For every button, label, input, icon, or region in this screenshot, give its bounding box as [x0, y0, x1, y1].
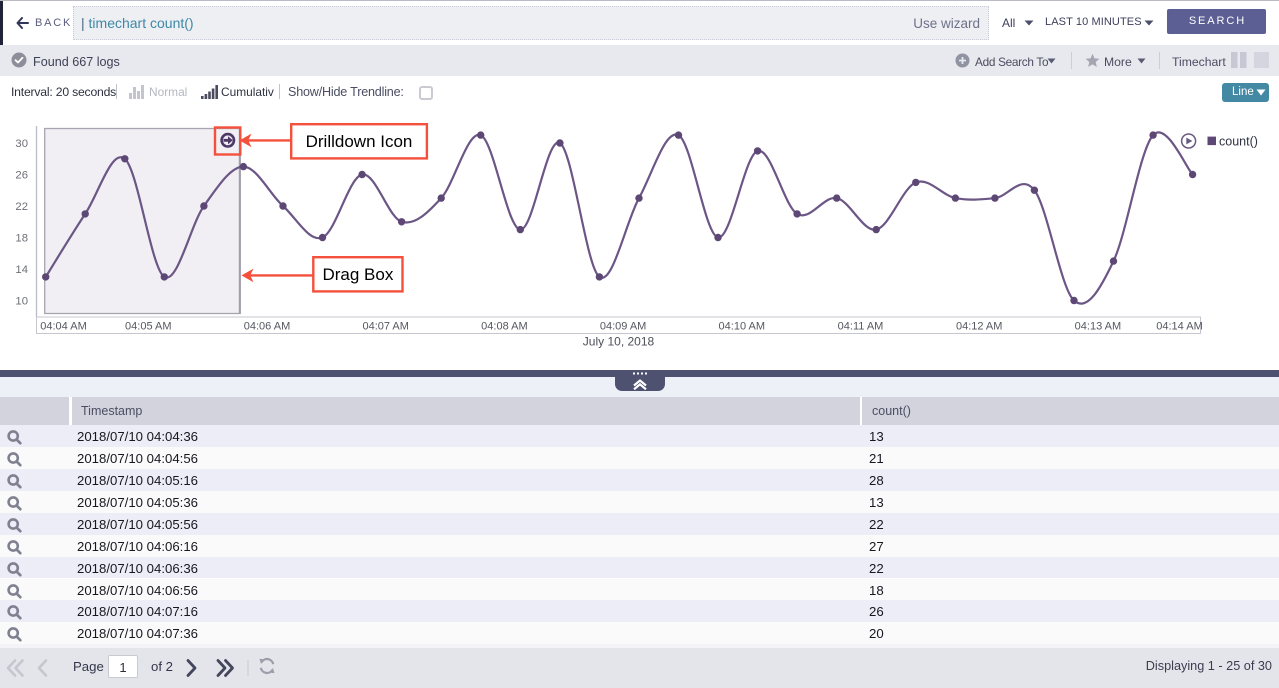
svg-text:18: 18: [15, 233, 28, 245]
svg-text:04:04 AM: 04:04 AM: [40, 321, 86, 333]
svg-text:04:13 AM: 04:13 AM: [1075, 321, 1121, 333]
svg-text:04:05 AM: 04:05 AM: [125, 321, 171, 333]
svg-text:14: 14: [15, 264, 28, 276]
svg-text:count(): count(): [1219, 135, 1258, 149]
svg-text:04:07 AM: 04:07 AM: [362, 321, 408, 333]
svg-text:04:09 AM: 04:09 AM: [600, 321, 646, 333]
svg-text:04:10 AM: 04:10 AM: [719, 321, 765, 333]
svg-text:04:11 AM: 04:11 AM: [838, 321, 884, 333]
svg-text:10: 10: [15, 296, 28, 308]
svg-text:04:14 AM: 04:14 AM: [1156, 321, 1202, 333]
svg-text:22: 22: [15, 201, 28, 213]
svg-text:04:08 AM: 04:08 AM: [481, 321, 527, 333]
svg-text:Drag Box: Drag Box: [322, 265, 393, 284]
svg-text:30: 30: [15, 138, 28, 150]
svg-text:July 10, 2018: July 10, 2018: [583, 335, 655, 349]
svg-text:04:06 AM: 04:06 AM: [244, 321, 290, 333]
svg-text:26: 26: [15, 170, 28, 182]
svg-text:Drilldown Icon: Drilldown Icon: [306, 132, 413, 151]
svg-text:04:12 AM: 04:12 AM: [956, 321, 1002, 333]
